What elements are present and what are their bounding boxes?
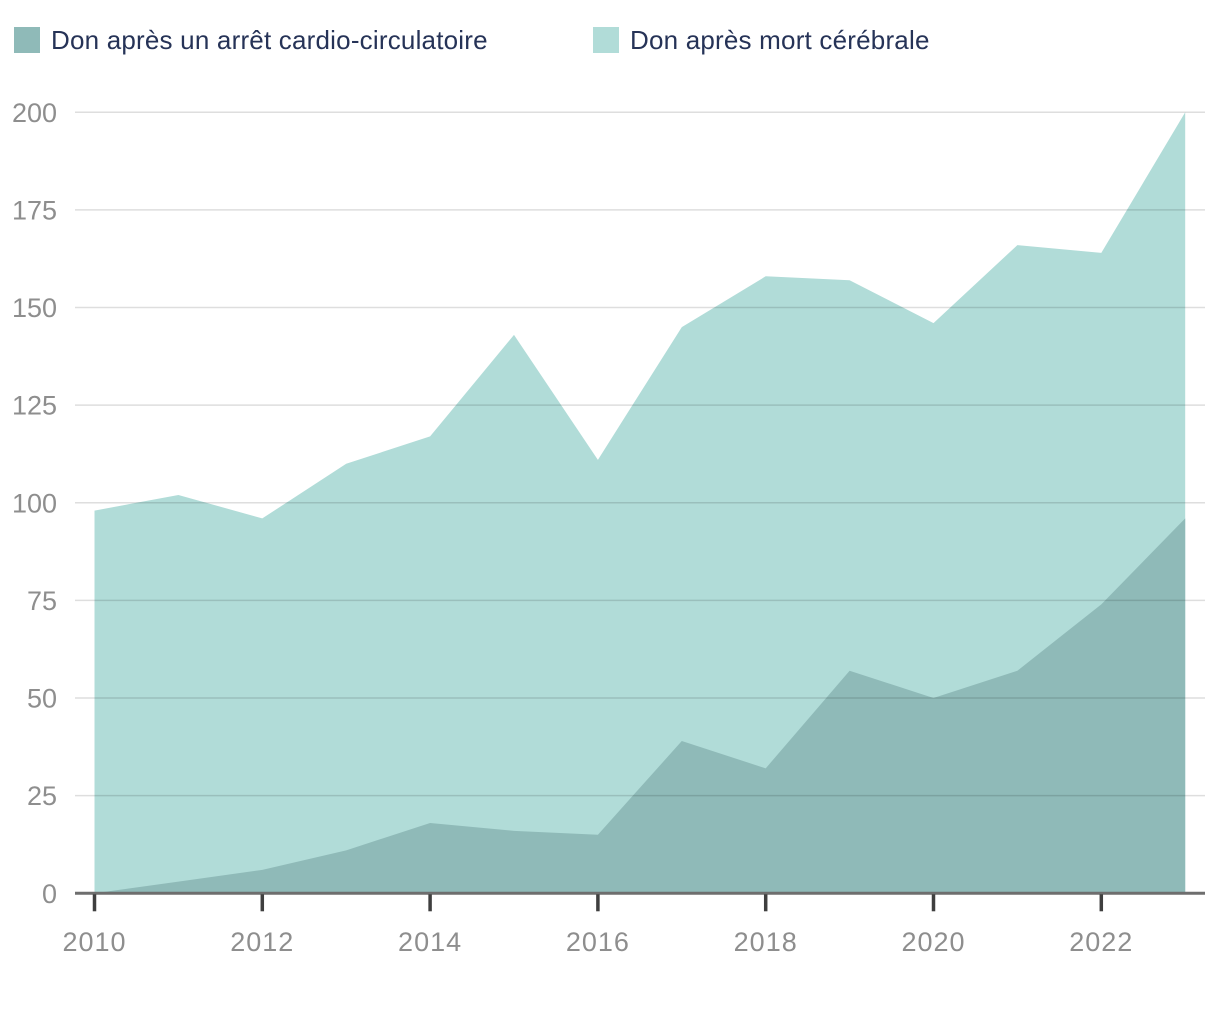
x-tick-label-2018: 2018 [734, 927, 798, 957]
legend-label-dcd: Don après un arrêt cardio-circulatoire [51, 25, 488, 55]
legend-item-dcd: Don après un arrêt cardio-circulatoire [14, 25, 488, 55]
y-tick-label-0: 0 [42, 879, 57, 909]
y-tick-label-200: 200 [12, 98, 57, 128]
y-tick-label-125: 125 [12, 391, 57, 421]
y-tick-label-100: 100 [12, 488, 57, 518]
legend-label-dbd: Don après mort cérébrale [630, 25, 930, 55]
y-tick-label-175: 175 [12, 195, 57, 225]
legend-swatch-dcd-icon [14, 27, 40, 53]
legend-swatch-dbd-icon [593, 27, 619, 53]
y-tick-label-50: 50 [27, 684, 57, 714]
y-tick-label-75: 75 [27, 586, 57, 616]
area-don-arret-cardio [94, 518, 1186, 894]
y-tick-label-150: 150 [12, 293, 57, 323]
legend-item-dbd: Don après mort cérébrale [593, 25, 930, 55]
x-tick-label-2012: 2012 [230, 927, 294, 957]
x-tick-label-2010: 2010 [62, 927, 126, 957]
x-tick-label-2022: 2022 [1069, 927, 1133, 957]
x-tick-label-2014: 2014 [398, 927, 462, 957]
y-tick-label-25: 25 [27, 781, 57, 811]
x-tick-label-2020: 2020 [901, 927, 965, 957]
chart-legend: Don après un arrêt cardio-circulatoire D… [0, 0, 1220, 70]
x-tick-label-2016: 2016 [566, 927, 630, 957]
